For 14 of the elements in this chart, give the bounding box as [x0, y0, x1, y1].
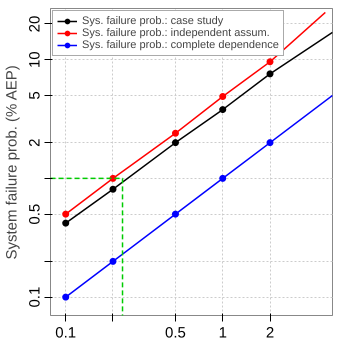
x-tick-label: 0.1 — [55, 324, 76, 340]
legend-label: Sys. failure prob.: complete dependence — [82, 39, 279, 51]
y-tick-label: 5 — [26, 91, 44, 100]
y-axis-title: System failure prob. (% AEP) — [4, 65, 20, 260]
legend-label: Sys. failure prob.: independent assum. — [82, 27, 270, 39]
x-tick-label: 1 — [218, 324, 227, 340]
x-tick-label: 2 — [266, 324, 274, 340]
y-tick-label: 0.5 — [26, 204, 44, 225]
y-tick-label: 20 — [26, 16, 44, 32]
x-tick-label: 0.5 — [165, 324, 186, 340]
legend-label: Sys. failure prob.: case study — [82, 15, 224, 27]
y-tick-label: 10 — [26, 51, 44, 68]
y-tick-label: 2 — [26, 138, 44, 147]
y-tick-label: 0.1 — [26, 286, 44, 308]
